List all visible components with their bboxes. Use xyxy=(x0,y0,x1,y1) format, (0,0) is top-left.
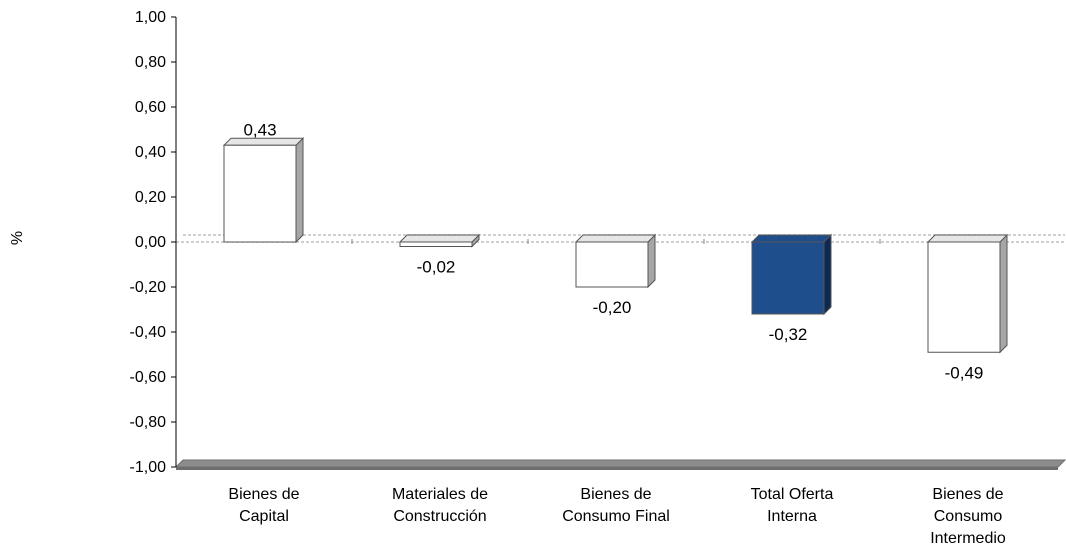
bar-top xyxy=(750,234,833,243)
y-tick-label: 0,60 xyxy=(135,99,166,116)
bar-side xyxy=(295,137,304,244)
bar-top xyxy=(222,137,305,146)
y-tick-label: -0,40 xyxy=(130,324,167,341)
bar-front xyxy=(751,241,825,315)
bar xyxy=(398,233,481,248)
x-category-label: Materiales de Construcción xyxy=(392,486,488,525)
y-tick-label: -0,80 xyxy=(130,414,167,431)
floor-front xyxy=(176,467,1058,470)
bar-side xyxy=(823,233,832,316)
data-label: 0,43 xyxy=(243,120,276,139)
y-axis: 1,00 0,80 0,60 0,40 0,20 0,00 -0,20 -0,40 -0,60 -… xyxy=(130,9,881,476)
y-tick-label: 0,80 xyxy=(135,54,166,71)
y-tick-label: -0,20 xyxy=(130,279,167,296)
y-axis-label: % xyxy=(9,231,26,245)
data-label: -0,49 xyxy=(945,363,984,382)
y-tick-label: 1,00 xyxy=(135,9,166,26)
y-tick-label: -1,00 xyxy=(130,459,167,476)
bar-front xyxy=(575,241,649,288)
y-tick-label: 0,20 xyxy=(135,189,166,206)
data-label: -0,32 xyxy=(769,325,808,344)
bar-side xyxy=(647,233,656,289)
y-tick-label: 0,00 xyxy=(135,234,166,251)
bar-front xyxy=(399,241,473,247)
x-axis-categories: Bienes de Capital Materiales de Construcció… xyxy=(228,486,1005,547)
data-label: -0,02 xyxy=(417,258,456,277)
bar-front xyxy=(927,241,1001,353)
x-category-label: Total Oferta Interna xyxy=(751,486,834,525)
bar xyxy=(750,233,833,316)
data-label: -0,20 xyxy=(593,298,632,317)
x-category-label: Bienes de Capital xyxy=(228,486,299,525)
bar-top xyxy=(926,234,1009,243)
bar xyxy=(574,233,657,289)
floor-top xyxy=(174,459,1066,468)
chart-floor xyxy=(174,459,1066,470)
bar-front xyxy=(223,144,297,243)
y-tick-label: 0,40 xyxy=(135,144,166,161)
x-category-label: Bienes de Consumo Intermedio xyxy=(930,486,1006,547)
data-labels: 0,43 -0,02 -0,20 -0,32 -0,49 xyxy=(243,120,983,382)
bar-top xyxy=(574,234,657,243)
x-category-label: Bienes de Consumo Final xyxy=(562,486,670,525)
y-tick-label: -0,60 xyxy=(130,369,167,386)
bar-side xyxy=(999,233,1008,354)
bar xyxy=(222,137,305,244)
bar-top xyxy=(398,234,481,243)
bars xyxy=(222,137,1009,354)
bar xyxy=(926,233,1009,354)
